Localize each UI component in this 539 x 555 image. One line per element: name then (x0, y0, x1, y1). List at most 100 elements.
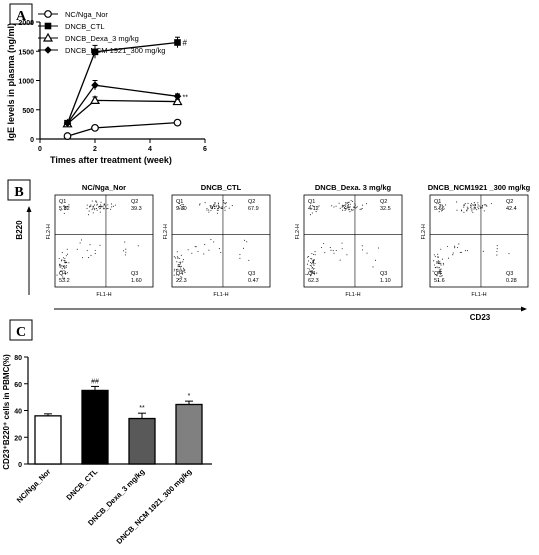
panel-c-label-box (9, 319, 33, 341)
event-dot (95, 201, 97, 203)
event-dot (62, 276, 64, 278)
panel-b-label: B (14, 185, 23, 200)
event-dot (311, 212, 313, 214)
plot-frame (429, 194, 529, 288)
event-dot (180, 261, 182, 263)
event-dot (335, 249, 337, 252)
event-dot (307, 256, 309, 258)
event-dot (60, 266, 62, 268)
b220-arrow (26, 206, 32, 212)
event-dot (204, 243, 206, 245)
event-dot (477, 206, 479, 208)
event-dot (467, 208, 469, 210)
event-dot (64, 266, 66, 268)
event-dot (105, 206, 107, 208)
event-dot (447, 257, 450, 259)
event-dot (64, 260, 66, 262)
event-dot (86, 249, 88, 252)
significance-mark: ** (183, 94, 189, 101)
event-dot (218, 205, 220, 207)
event-dot (346, 205, 349, 207)
event-dot (94, 209, 96, 211)
event-dot (477, 202, 479, 204)
event-dot (339, 259, 341, 261)
event-dot (181, 269, 183, 271)
event-dot (466, 210, 468, 212)
panel-a: A 0 500 1000 1500 2000 0 2 4 6 Times after treatm… (6, 3, 207, 165)
event-dot (59, 266, 61, 268)
event-dot (440, 272, 443, 274)
event-dot (454, 245, 456, 247)
event-dot (332, 250, 334, 252)
event-dot (191, 252, 193, 254)
line-chart: 0 500 1000 1500 2000 0 2 4 6 Times after treatmen… (6, 10, 207, 165)
event-dot (213, 241, 215, 243)
event-dot (309, 268, 311, 270)
event-dot (99, 211, 101, 213)
event-dot (203, 253, 205, 255)
event-dot (65, 272, 67, 275)
event-dot (68, 262, 70, 264)
event-dot (377, 247, 380, 249)
event-dot (61, 252, 63, 254)
event-dot (179, 263, 182, 265)
event-dot (463, 206, 465, 208)
cd23-arrow (521, 306, 527, 312)
q3-label: Q3 (506, 271, 513, 277)
plot-y-label: FL2-H (46, 224, 52, 239)
q3-value: 1.60 (131, 278, 142, 284)
event-dot (214, 202, 216, 204)
series-line (67, 121, 178, 137)
event-dot (354, 203, 356, 205)
event-dot (187, 249, 189, 251)
event-dot (347, 205, 350, 207)
event-dot (440, 270, 442, 273)
event-dot (182, 259, 184, 261)
event-dot (92, 206, 94, 208)
event-dot (239, 257, 241, 259)
event-dot (89, 244, 91, 246)
event-dot (179, 204, 181, 207)
event-dot (305, 273, 307, 275)
event-dot (59, 265, 61, 267)
event-dot (224, 207, 226, 209)
event-dot (345, 205, 347, 207)
event-dot (480, 207, 483, 209)
event-dot (216, 212, 219, 214)
event-dot (210, 209, 212, 211)
event-dot (183, 206, 185, 208)
data-marker (173, 92, 182, 101)
legend-label: DNCB_Dexa_3 mg/kg (65, 34, 139, 43)
event-dot (312, 261, 315, 263)
y-tick-label: 20 (14, 435, 22, 442)
q3-value: 0.47 (248, 278, 259, 284)
event-dot (63, 270, 65, 272)
event-dot (137, 245, 139, 247)
event-dot (99, 208, 101, 210)
data-marker (44, 10, 52, 18)
event-dot (467, 202, 469, 204)
event-dot (199, 203, 201, 205)
plot-frame (171, 194, 271, 288)
y-tick-label: 500 (22, 108, 34, 115)
q1-value: 5.82 (59, 206, 70, 212)
event-dot (90, 205, 92, 207)
event-dot (79, 242, 81, 244)
event-dot (64, 258, 66, 260)
panel-a-label-box (9, 3, 33, 25)
event-dot (339, 207, 341, 209)
event-dot (110, 203, 113, 205)
event-dot (349, 206, 351, 208)
event-dot (56, 274, 58, 276)
event-dot (213, 205, 216, 208)
y-tick-label: 1000 (18, 79, 34, 86)
event-dot (343, 206, 346, 208)
event-dot (341, 248, 343, 250)
plot-y-label: FL2-H (421, 224, 427, 239)
event-dot (88, 210, 90, 212)
event-dot (182, 204, 184, 206)
event-dot (66, 253, 69, 255)
event-dot (311, 271, 314, 274)
event-dot (360, 208, 362, 210)
